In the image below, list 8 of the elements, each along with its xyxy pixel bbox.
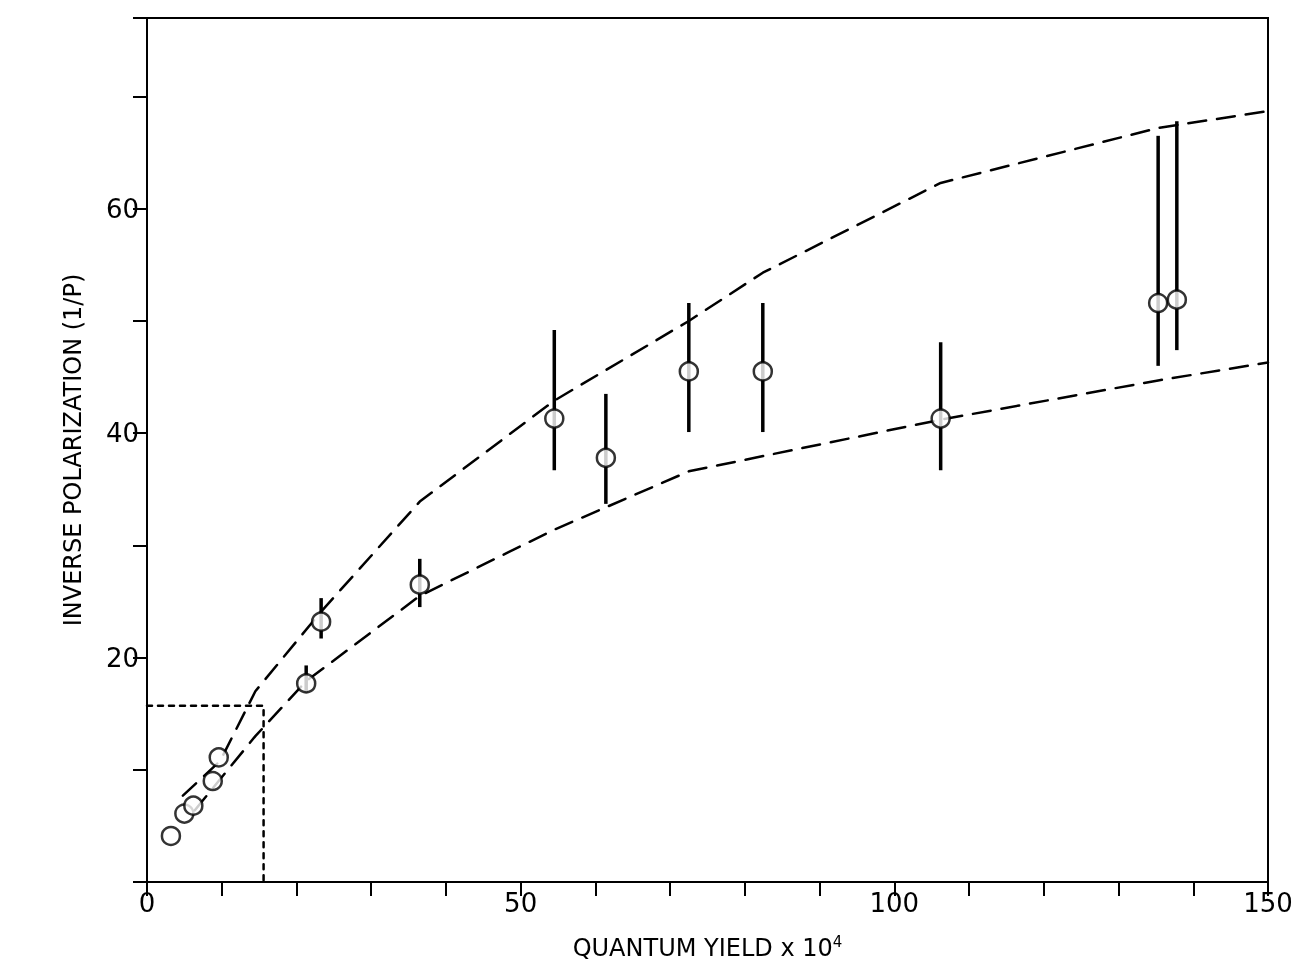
x-tick-label: 0	[138, 888, 156, 918]
y-tick-label: 60	[105, 193, 139, 224]
y-tick-label: 20	[105, 642, 139, 673]
x-tick-label: 100	[869, 888, 920, 918]
y-tick-label: 40	[105, 418, 139, 449]
y-axis-title: INVERSE POLARIZATION (1/P)	[59, 273, 87, 627]
x-tick-label: 150	[1243, 888, 1293, 918]
x-tick-label: 50	[504, 888, 538, 918]
